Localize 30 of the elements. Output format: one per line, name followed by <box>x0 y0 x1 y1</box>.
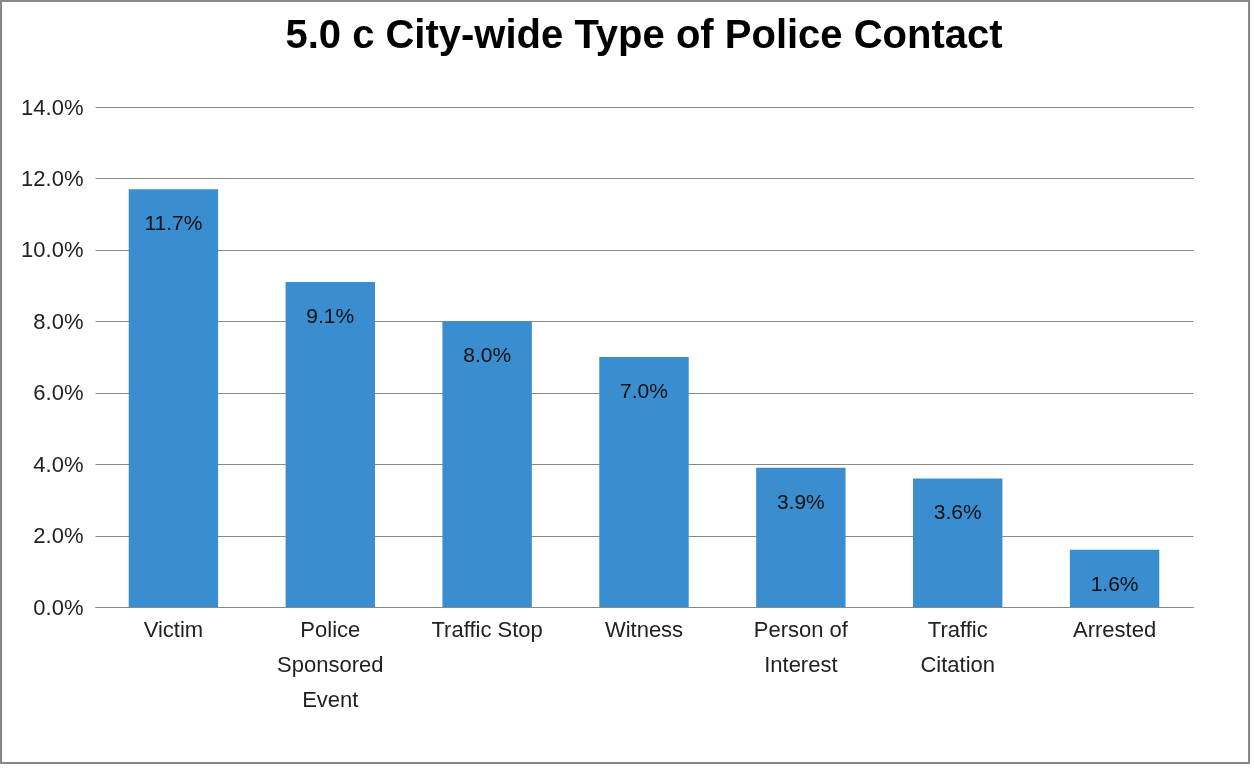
x-tick-label: Victim <box>143 616 204 642</box>
chart-title: 5.0 c City-wide Type of Police Contact <box>285 12 1003 56</box>
data-label: 9.1% <box>306 304 355 327</box>
y-tick-label: 0.0% <box>33 594 84 620</box>
y-tick-label: 12.0% <box>21 165 84 191</box>
x-tick-label: Witness <box>604 616 684 642</box>
y-tick-label: 4.0% <box>33 451 84 477</box>
bar <box>599 357 689 607</box>
x-tick-label: Person of Interest <box>753 616 849 677</box>
y-tick-label: 10.0% <box>21 237 84 263</box>
bar <box>913 478 1003 607</box>
bar <box>756 467 846 607</box>
x-tick-label: Traffic Citation <box>920 616 996 677</box>
data-label: 3.9% <box>776 489 825 513</box>
y-tick-label: 14.0% <box>21 94 84 120</box>
x-tick-label: Traffic Stop <box>431 616 543 642</box>
bar <box>128 189 219 607</box>
data-label: 11.7% <box>144 211 203 235</box>
bar <box>285 282 375 607</box>
data-label: 7.0% <box>620 379 668 402</box>
data-label: 1.6% <box>1090 571 1139 595</box>
y-tick-label: 2.0% <box>33 523 84 549</box>
bar <box>1069 549 1160 607</box>
y-tick-label: 8.0% <box>33 308 84 334</box>
bar <box>442 321 532 607</box>
data-label: 8.0% <box>463 343 512 367</box>
y-tick-label: 6.0% <box>33 380 84 406</box>
x-tick-label: Arrested <box>1072 616 1157 642</box>
x-tick-label: Police Sponsored Event <box>277 616 384 712</box>
data-label: 3.6% <box>933 500 982 524</box>
